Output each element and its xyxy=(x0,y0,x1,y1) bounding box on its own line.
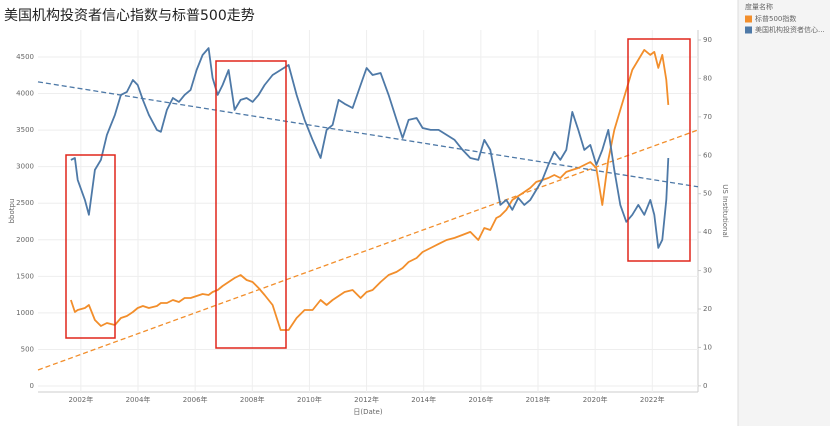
x-axis-label: 日(Date) xyxy=(353,408,382,416)
y2-tick-label: 50 xyxy=(703,190,712,198)
y2-tick-label: 60 xyxy=(703,151,712,159)
series-line xyxy=(70,49,670,331)
trend-line xyxy=(37,81,699,188)
legend-label: 美国机构投资者信心... xyxy=(755,25,825,34)
highlight-box xyxy=(215,60,287,349)
trend-line xyxy=(37,129,699,371)
y2-tick-label: 90 xyxy=(703,36,712,44)
x-tick-label: 2002年 xyxy=(68,395,93,404)
y2-tick-label: 0 xyxy=(703,382,707,390)
y-tick-label: 1500 xyxy=(16,272,34,280)
highlight-box xyxy=(65,154,116,339)
x-tick-label: 2008年 xyxy=(240,395,265,404)
x-tick-label: 2020年 xyxy=(583,395,608,404)
plot-area xyxy=(37,30,699,392)
y-tick-label: 1000 xyxy=(16,309,34,317)
chart-title: 美国机构投资者信心指数与标普500走势 xyxy=(4,8,255,24)
x-tick-label: 2016年 xyxy=(468,395,493,404)
y2-tick-label: 70 xyxy=(703,113,712,121)
y-tick-label: 3500 xyxy=(16,126,34,134)
y2-tick-label: 20 xyxy=(703,305,712,313)
series-line xyxy=(70,47,670,249)
legend-title: 度量名称 xyxy=(745,2,773,11)
x-tick-label: 2006年 xyxy=(183,395,208,404)
x-tick-label: 2022年 xyxy=(640,395,665,404)
x-tick-label: 2004年 xyxy=(126,395,151,404)
y-tick-label: 500 xyxy=(21,345,34,353)
x-tick-label: 2018年 xyxy=(526,395,551,404)
y2-tick-label: 30 xyxy=(703,267,712,275)
legend-swatch xyxy=(745,26,752,34)
y2-tick-label: 80 xyxy=(703,74,712,82)
y-tick-label: 2500 xyxy=(16,199,34,207)
y-axis-label: bbotpu xyxy=(8,199,16,224)
y-tick-label: 4500 xyxy=(16,53,34,61)
y-tick-label: 0 xyxy=(30,382,34,390)
highlight-boxes xyxy=(65,38,691,349)
y2-tick-label: 40 xyxy=(703,228,712,236)
x-tick-label: 2010年 xyxy=(297,395,322,404)
x-tick-label: 2012年 xyxy=(354,395,379,404)
highlight-box xyxy=(627,38,691,262)
y2-tick-label: 10 xyxy=(703,343,712,351)
legend-swatch xyxy=(745,15,752,23)
legend-panel xyxy=(738,0,830,426)
y2-axis-label: US Institutional xyxy=(721,184,729,238)
y-tick-label: 2000 xyxy=(16,236,34,244)
y-tick-label: 3000 xyxy=(16,163,34,171)
x-tick-label: 2014年 xyxy=(411,395,436,404)
legend-label: 标普500指数 xyxy=(755,14,796,23)
y-tick-label: 4000 xyxy=(16,90,34,98)
